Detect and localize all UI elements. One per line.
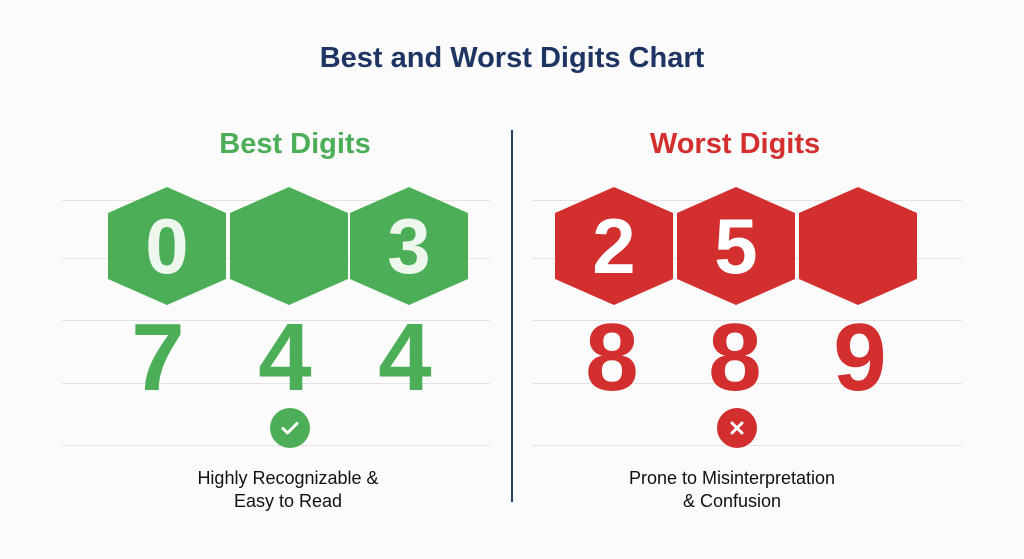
grid-line — [532, 320, 962, 321]
worst-digit: 8 — [708, 304, 762, 411]
best-heading: Best Digits — [219, 128, 371, 160]
best-digit: 4 — [258, 304, 312, 411]
grid-line — [532, 383, 962, 384]
x-circle-icon — [717, 408, 757, 448]
worst-digit: 8 — [585, 304, 639, 411]
worst-heading: Worst Digits — [649, 128, 821, 160]
page-title: Best and Worst Digits Chart — [319, 42, 705, 74]
best-caption-line: Easy to Read — [233, 491, 343, 511]
worst-caption-line: Prone to Misinterpretation — [628, 468, 836, 488]
best-hex-tile: 0 — [108, 187, 226, 305]
check-circle-icon — [270, 408, 310, 448]
worst-digit: 9 — [833, 304, 887, 411]
worst-caption: Prone to Misinterpretation & Confusion — [582, 467, 882, 513]
worst-caption-line: & Confusion — [682, 491, 782, 511]
best-hex-tile: 3 — [350, 187, 468, 305]
worst-hex-tile — [799, 187, 917, 305]
best-digit: 4 — [378, 304, 432, 411]
best-caption-line: Highly Recognizable & — [197, 468, 379, 488]
center-divider — [511, 130, 513, 502]
grid-line — [62, 445, 490, 446]
best-caption: Highly Recognizable & Easy to Read — [138, 467, 438, 513]
worst-hex-tile: 5 — [677, 187, 795, 305]
grid-line — [62, 383, 490, 384]
best-digit: 7 — [131, 304, 185, 411]
worst-hex-tile: 2 — [555, 187, 673, 305]
grid-line — [62, 320, 490, 321]
best-hex-tile — [230, 187, 348, 305]
grid-line — [532, 445, 962, 446]
